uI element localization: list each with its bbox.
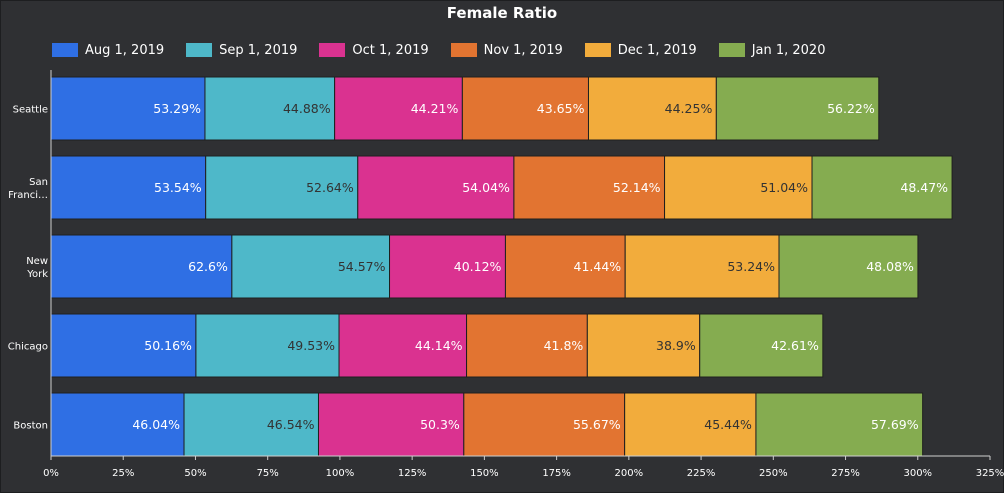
data-label: 41.8%: [544, 338, 584, 353]
x-tick-label: 75%: [257, 468, 279, 479]
data-label: 53.29%: [153, 101, 201, 116]
x-tick-label: 175%: [542, 468, 571, 479]
bar-segment[interactable]: [204, 76, 336, 141]
legend-swatch: [584, 43, 611, 57]
legend-label: Sep 1, 2019: [219, 42, 298, 58]
chart-title: Female Ratio: [446, 4, 558, 22]
bar-segment[interactable]: [205, 155, 359, 220]
data-label: 50.3%: [420, 417, 460, 432]
x-tick-label: 250%: [759, 468, 788, 479]
x-tick-label: 0%: [43, 468, 59, 479]
bar-segment[interactable]: [513, 155, 666, 220]
x-tick-label: 125%: [398, 468, 427, 479]
x-tick-label: 25%: [112, 468, 134, 479]
data-label: 54.04%: [462, 180, 510, 195]
x-tick-label: 300%: [903, 468, 932, 479]
category-label: Boston: [13, 421, 48, 432]
legend-label: Dec 1, 2019: [617, 42, 697, 58]
legend-swatch: [52, 43, 78, 57]
x-tick-label: 275%: [831, 468, 860, 479]
data-label: 49.53%: [287, 338, 335, 353]
x-tick-label: 100%: [326, 468, 355, 479]
data-label: 48.47%: [900, 180, 948, 195]
legend-item[interactable]: Sep 1, 2019: [186, 43, 297, 58]
legend-item[interactable]: Nov 1, 2019: [450, 42, 563, 58]
bar-segment[interactable]: [461, 76, 589, 141]
x-tick-label: 225%: [687, 468, 716, 479]
data-label: 48.08%: [866, 259, 914, 274]
data-label: 53.24%: [727, 259, 775, 274]
data-label: 50.16%: [144, 338, 192, 353]
data-label: 45.44%: [704, 417, 752, 432]
data-label: 56.22%: [827, 101, 875, 116]
bar-segment[interactable]: [50, 76, 206, 141]
data-label: 54.57%: [338, 259, 386, 274]
bar-segment[interactable]: [231, 234, 391, 299]
bar-segment[interactable]: [755, 392, 924, 457]
category-label: San Franci…: [8, 177, 48, 201]
x-tick-label: 325%: [976, 468, 1004, 479]
legend-item[interactable]: Oct 1, 2019: [319, 42, 429, 58]
bar-segment[interactable]: [811, 155, 953, 220]
data-label: 44.25%: [665, 101, 713, 116]
bar-segment[interactable]: [183, 392, 319, 457]
bar-segment[interactable]: [389, 234, 506, 299]
legend-item[interactable]: Jan 1, 2020: [718, 42, 826, 58]
x-tick-label: 150%: [470, 468, 499, 479]
legend-swatch: [450, 43, 477, 57]
bar-segment[interactable]: [357, 155, 515, 220]
data-label: 55.67%: [573, 417, 621, 432]
data-label: 38.9%: [656, 338, 696, 353]
bar-segment[interactable]: [504, 234, 626, 299]
data-label: 46.54%: [267, 417, 315, 432]
data-label: 52.14%: [613, 180, 661, 195]
data-label: 44.21%: [411, 101, 459, 116]
legend-label: Aug 1, 2019: [85, 42, 165, 58]
bar-segment[interactable]: [195, 313, 340, 378]
bar-segment[interactable]: [466, 313, 588, 378]
category-label: Chicago: [8, 342, 48, 353]
bar-segment[interactable]: [587, 76, 717, 141]
legend-swatch: [718, 43, 745, 57]
bar-segment[interactable]: [50, 234, 233, 299]
data-label: 41.44%: [574, 259, 622, 274]
chart-legend: Aug 1, 2019 Sep 1, 2019 Oct 1, 2019 Nov 1, …: [52, 41, 847, 59]
data-label: 46.04%: [132, 417, 180, 432]
bar-segment[interactable]: [338, 313, 468, 378]
bar-segment[interactable]: [50, 392, 185, 457]
bar-segment[interactable]: [586, 313, 701, 378]
bar-segment[interactable]: [778, 234, 919, 299]
data-label: 52.64%: [306, 180, 354, 195]
data-label: 51.04%: [760, 180, 808, 195]
legend-item[interactable]: Aug 1, 2019: [52, 43, 164, 58]
x-tick-label: 50%: [184, 468, 206, 479]
legend-swatch: [186, 43, 213, 57]
data-label: 53.54%: [154, 180, 202, 195]
bar-segment[interactable]: [699, 313, 824, 378]
category-label: Seattle: [13, 105, 48, 116]
data-label: 57.69%: [871, 417, 919, 432]
legend-label: Oct 1, 2019: [352, 42, 429, 58]
category-label: New York: [26, 256, 48, 280]
legend-item[interactable]: Dec 1, 2019: [584, 42, 697, 58]
bar-segment[interactable]: [624, 234, 780, 299]
data-label: 43.65%: [537, 101, 585, 116]
data-label: 44.14%: [415, 338, 463, 353]
data-label: 44.88%: [283, 101, 331, 116]
bar-segment[interactable]: [715, 76, 880, 141]
bar-segment[interactable]: [50, 155, 207, 220]
bar-segment[interactable]: [334, 76, 463, 141]
data-label: 62.6%: [188, 259, 228, 274]
legend-swatch: [319, 43, 346, 57]
legend-label: Nov 1, 2019: [483, 42, 563, 58]
data-label: 40.12%: [454, 259, 502, 274]
bar-segment[interactable]: [317, 392, 465, 457]
bar-segment[interactable]: [664, 155, 813, 220]
x-tick-label: 200%: [615, 468, 644, 479]
legend-label: Jan 1, 2020: [751, 42, 826, 58]
data-label: 42.61%: [771, 338, 819, 353]
